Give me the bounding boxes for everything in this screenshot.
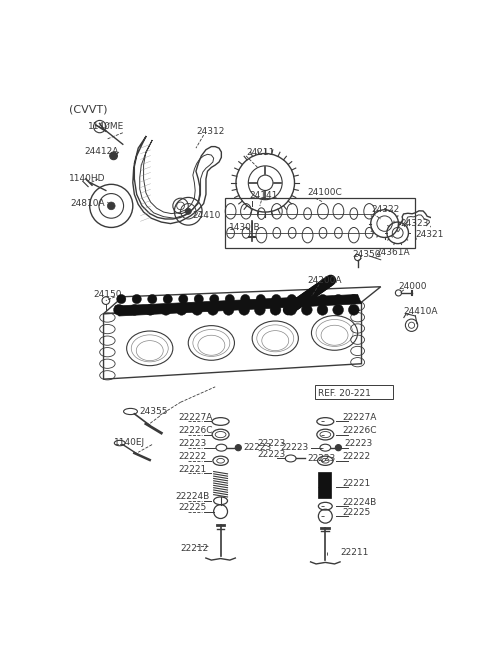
Circle shape (286, 304, 297, 315)
Circle shape (163, 294, 172, 304)
Circle shape (148, 294, 157, 304)
Text: 24000: 24000 (398, 283, 427, 291)
Text: 22212: 22212 (180, 544, 209, 553)
Text: 24810A: 24810A (71, 199, 105, 208)
Text: 22224B: 22224B (175, 493, 209, 501)
Circle shape (110, 152, 118, 160)
Circle shape (185, 208, 192, 214)
Circle shape (333, 304, 344, 315)
Text: 22226C: 22226C (342, 426, 377, 435)
Circle shape (225, 294, 234, 304)
Circle shape (223, 304, 234, 315)
Circle shape (210, 294, 219, 304)
Circle shape (108, 202, 115, 210)
Circle shape (349, 294, 359, 304)
Text: 24312: 24312 (196, 127, 224, 136)
Text: 24355: 24355 (140, 407, 168, 416)
Text: REF. 20-221: REF. 20-221 (318, 388, 371, 397)
Text: 22223: 22223 (345, 440, 373, 448)
Circle shape (254, 304, 265, 315)
Text: 24410A: 24410A (404, 307, 438, 316)
Text: 22225: 22225 (178, 503, 206, 512)
Circle shape (132, 294, 142, 304)
Circle shape (194, 294, 204, 304)
Text: 24321: 24321 (415, 230, 444, 239)
Circle shape (117, 294, 126, 304)
Circle shape (256, 294, 265, 304)
Circle shape (318, 294, 327, 304)
Text: 24200A: 24200A (308, 276, 342, 285)
Text: 22226C: 22226C (178, 426, 213, 435)
Circle shape (336, 445, 341, 451)
Bar (318, 472, 332, 499)
Text: 22224B: 22224B (342, 498, 376, 507)
Circle shape (145, 304, 156, 315)
Circle shape (240, 294, 250, 304)
Circle shape (348, 304, 359, 315)
Circle shape (129, 304, 140, 315)
Text: 1140EJ: 1140EJ (114, 438, 144, 447)
Text: 22225: 22225 (342, 508, 371, 517)
Circle shape (235, 445, 241, 451)
Circle shape (192, 304, 203, 315)
Circle shape (207, 304, 218, 315)
Circle shape (160, 304, 171, 315)
Circle shape (317, 304, 328, 315)
Text: 22223: 22223 (178, 440, 206, 448)
Circle shape (303, 294, 312, 304)
Circle shape (270, 304, 281, 315)
Text: 22221: 22221 (342, 478, 371, 487)
Text: 1430JB: 1430JB (229, 223, 261, 232)
Text: 24100C: 24100C (308, 189, 342, 197)
Text: 22223: 22223 (258, 450, 286, 459)
Circle shape (114, 304, 124, 315)
Text: 1140HD: 1140HD (69, 175, 106, 183)
Text: 22221: 22221 (178, 466, 206, 474)
Text: 22222: 22222 (178, 453, 206, 461)
Text: 22223: 22223 (308, 454, 336, 463)
Text: 24150: 24150 (94, 290, 122, 299)
Text: 24410: 24410 (192, 212, 220, 220)
Text: 24211: 24211 (246, 148, 275, 157)
Circle shape (179, 294, 188, 304)
Polygon shape (115, 294, 361, 316)
Text: 22223: 22223 (258, 440, 286, 448)
Text: 22227A: 22227A (178, 413, 213, 422)
Text: 24141: 24141 (250, 191, 278, 200)
Text: 24322: 24322 (372, 205, 400, 214)
Text: 22223: 22223 (281, 443, 309, 452)
Text: 24361A: 24361A (375, 248, 410, 257)
Text: 22223: 22223 (244, 443, 272, 452)
Circle shape (272, 294, 281, 304)
Circle shape (287, 294, 297, 304)
Text: 22227A: 22227A (342, 413, 377, 422)
Text: 22211: 22211 (340, 548, 368, 557)
Text: 24323: 24323 (400, 219, 428, 228)
Text: 22222: 22222 (342, 453, 371, 461)
Text: 24350: 24350 (352, 250, 381, 259)
Circle shape (239, 304, 250, 315)
Text: 24412A: 24412A (84, 147, 119, 156)
Text: 1140ME: 1140ME (88, 122, 124, 131)
Circle shape (301, 304, 312, 315)
Circle shape (334, 294, 343, 304)
Circle shape (176, 304, 187, 315)
Text: (CVVT): (CVVT) (69, 104, 108, 114)
